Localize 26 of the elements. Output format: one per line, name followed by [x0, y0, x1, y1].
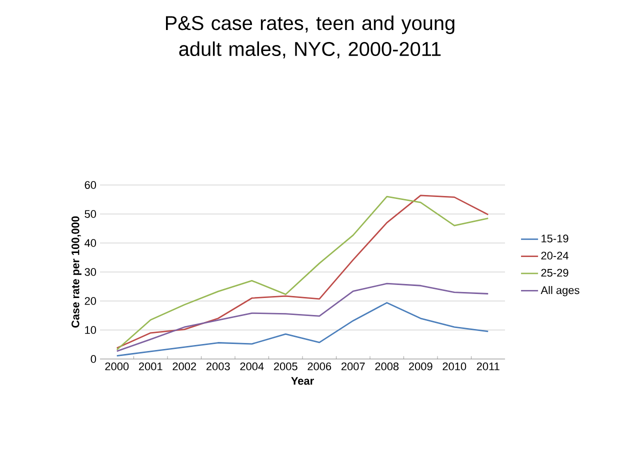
y-tick-label: 20: [84, 297, 96, 305]
legend-label: All ages: [540, 286, 580, 296]
x-tick-label: 2001: [138, 362, 162, 370]
legend-label: 15-19: [542, 234, 568, 242]
x-tick-label: 2005: [274, 362, 298, 370]
y-tick-label: 30: [84, 268, 96, 276]
x-tick-label: 2004: [240, 362, 264, 370]
y-axis-title: Case rate per 100,000: [72, 216, 82, 328]
y-tick-label: 60: [84, 181, 96, 189]
y-tick-label: 10: [85, 326, 96, 334]
x-tick-label: 2002: [172, 362, 196, 370]
x-tick-label: 2008: [375, 362, 399, 370]
x-axis-title: Year: [291, 377, 314, 385]
y-tick-label: 50: [84, 210, 96, 218]
legend-label: 25-29: [541, 268, 568, 277]
x-tick-label: 2011: [476, 362, 500, 370]
legend-label: 20-24: [541, 252, 568, 260]
x-tick-label: 2000: [105, 362, 129, 370]
x-tick-label: 2003: [206, 362, 230, 370]
y-tick-label: 40: [84, 239, 96, 247]
x-tick-label: 2007: [341, 362, 365, 370]
x-tick-label: 2009: [408, 362, 432, 370]
x-tick-label: 2010: [442, 362, 466, 370]
chart-title: P&S case rates, teen and young adult males, NYC, 2000-2011: [166, 16, 454, 58]
x-tick-label: 2006: [308, 362, 332, 370]
y-tick-label: 0: [90, 355, 96, 363]
